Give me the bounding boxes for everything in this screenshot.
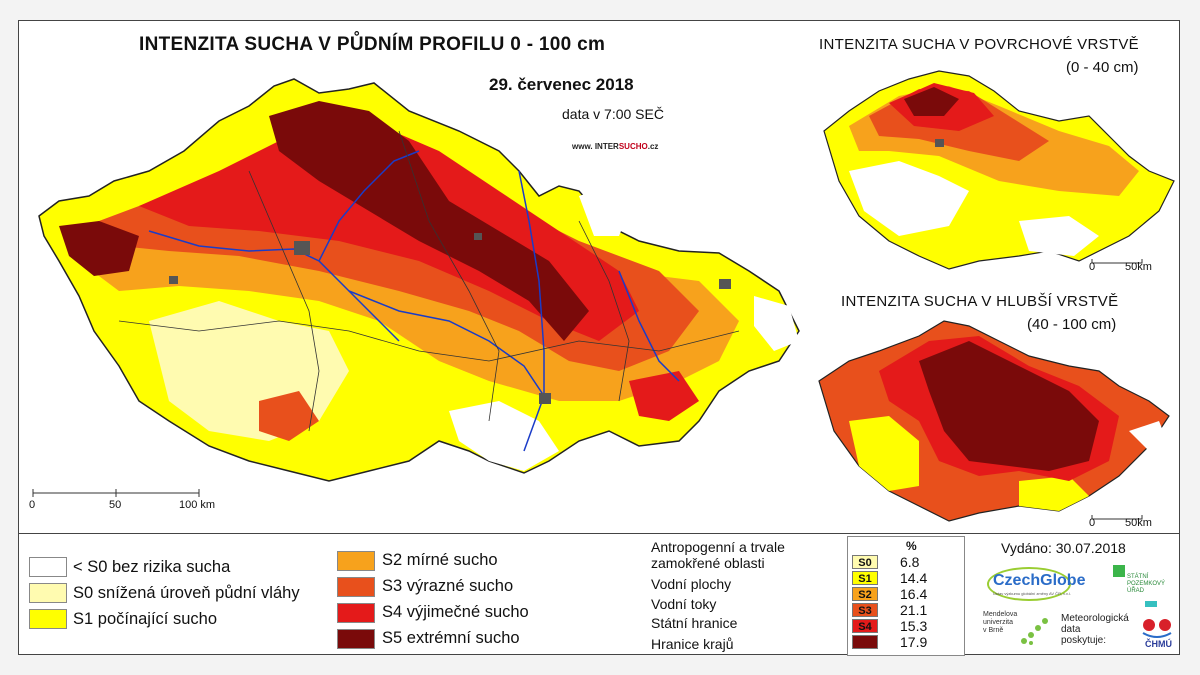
legend-label-s0: S0 snížená úroveň půdní vláhy [73, 584, 300, 602]
main-map-city-hk [474, 233, 482, 240]
meteo-provider-text: Meteorologická data poskytuje: [1061, 613, 1129, 646]
legend-label-s2: S2 mírné sucho [382, 551, 498, 569]
inset-surface-scale-end: 50km [1125, 261, 1152, 273]
main-map-river [518, 170, 545, 452]
main-map-title: INTENZITA SUCHA V PŮDNÍM PROFILU 0 - 100… [139, 34, 606, 55]
legend-label-region-border: Hranice krajů [651, 636, 734, 652]
spu-logo-icon [1113, 565, 1125, 577]
main-map-city-plzen [169, 276, 178, 284]
percentage-row-s3: S3 21.1 [850, 603, 960, 618]
percentage-header: % [906, 539, 917, 553]
inset-deep-map [818, 320, 1170, 522]
main-map-zone-s3-sw [259, 391, 319, 441]
percentage-row-s1: S1 14.4 [850, 571, 960, 586]
inset-surface-range: (0 - 40 cm) [1066, 59, 1139, 76]
main-map-zone-white-ne [754, 296, 799, 351]
main-map-zone-white-e [579, 186, 629, 236]
czechglobe-logo-icon [987, 567, 1071, 601]
percentage-row-s2: S2 16.4 [850, 587, 960, 602]
spu-logo-text: STÁTNÍ POZEMKOVÝ ÚŘAD [1127, 574, 1166, 594]
czechglobe-logo-subtitle: Ústav výzkumu globální změny AV ČR, v.v.… [993, 591, 1071, 596]
main-map-date: 29. červenec 2018 [489, 75, 634, 94]
main-map-region-border [118, 320, 740, 362]
legend-label-rivers: Vodní toky [651, 596, 717, 612]
inset-deep-scale-end: 50km [1125, 517, 1152, 529]
main-map-zone-white-s [449, 401, 559, 471]
main-map-zone-s5-west [59, 221, 139, 276]
main-map [32, 78, 800, 497]
scale-label-zero: 0 [29, 499, 36, 511]
legend-label-water-bodies: Vodní plochy [651, 576, 732, 592]
legend-swatch-s4 [337, 603, 375, 623]
chmu-logo-text: ČHMÚ [1145, 639, 1172, 649]
main-map-region-border [578, 220, 630, 402]
percentage-row-s5: S5 17.9 [850, 635, 960, 650]
website-link[interactable]: www. INTERSUCHO.cz [572, 142, 659, 151]
legend-swatch-s5 [337, 629, 375, 649]
legend-swatch-s1 [29, 609, 67, 629]
spu-logo-bar-icon [1145, 601, 1157, 607]
inset-deep-scale-zero: 0 [1089, 517, 1096, 529]
percentage-row-s4: S4 15.3 [850, 619, 960, 634]
legend-swatch-below-s0 [29, 557, 67, 577]
issued-date: Vydáno: 30.07.2018 [1001, 540, 1126, 556]
main-map-city-brno [539, 393, 551, 404]
legend-label-country-border: Státní hranice [651, 615, 738, 631]
legend-label-antropogenic-1: Antropogenní a trvale [651, 539, 785, 555]
legend-swatch-s3 [337, 577, 375, 597]
main-map-river [318, 150, 420, 262]
legend-label-s5: S5 extrémní sucho [382, 629, 520, 647]
scale-label-mid: 50 [109, 499, 122, 511]
mendel-logo-text: Mendelova univerzita v Brně [983, 611, 1018, 634]
main-map-region-border [248, 170, 320, 432]
main-map-city-prague [294, 241, 310, 255]
inset-deep-title: INTENZITA SUCHA V HLUBŠÍ VRSTVĚ [841, 293, 1119, 310]
main-map-river [348, 290, 545, 397]
map-area: INTENZITA SUCHA V PŮDNÍM PROFILU 0 - 100… [19, 21, 1179, 534]
chmu-logo-icon [1142, 619, 1172, 638]
scale-label-end: 100 km [179, 499, 216, 511]
inset-surface-title: INTENZITA SUCHA V POVRCHOVÉ VRSTVĚ [819, 36, 1139, 53]
legend-swatch-s2 [337, 551, 375, 571]
legend-label-below-s0: < S0 bez rizika sucha [73, 558, 231, 576]
czechglobe-logo-text: CzechGlobe [993, 572, 1086, 589]
percentage-row-s0: S0 6.8 [850, 555, 960, 570]
main-map-time: data v 7:00 SEČ [562, 106, 664, 122]
map-frame: INTENZITA SUCHA V PŮDNÍM PROFILU 0 - 100… [18, 20, 1180, 656]
legend-label-s4: S4 výjimečné sucho [382, 603, 529, 621]
mendel-logo-icon [1021, 618, 1048, 645]
main-map-city-ostrava [719, 279, 731, 289]
legend-label-s3: S3 výrazné sucho [382, 577, 514, 595]
drought-maps-svg [32, 70, 1175, 522]
main-map-region-border [398, 130, 500, 422]
logos-area: CzechGlobe Ústav výzkumu globální změny … [965, 563, 1177, 653]
main-map-zone-s4-se [629, 371, 699, 421]
main-map-river [618, 270, 680, 382]
inset-surface-scale-zero: 0 [1089, 261, 1096, 273]
inset-deep-range: (40 - 100 cm) [1027, 316, 1117, 333]
legend-label-antropogenic-2: zamokřené oblasti [651, 555, 765, 571]
legend-swatch-s0 [29, 583, 67, 603]
percentage-table: % S0 6.8 S1 14.4 S2 16.4 S3 21.1 S4 15.3… [847, 536, 965, 656]
inset-surface-map [823, 70, 1175, 270]
legend-label-s1: S1 počínající sucho [73, 610, 218, 628]
